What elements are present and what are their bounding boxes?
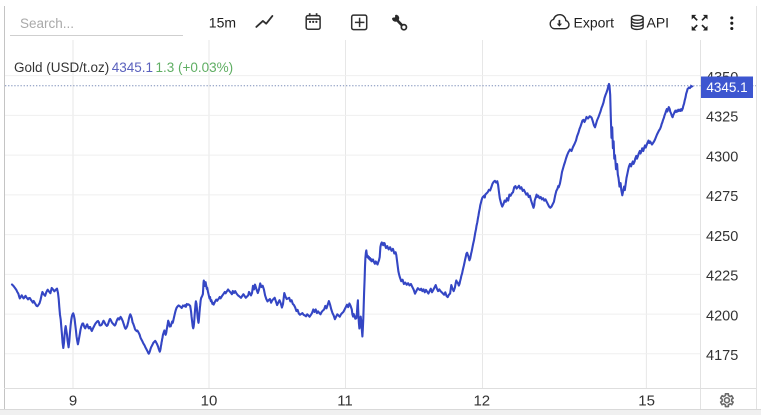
svg-text:Gold (USD/t.oz): Gold (USD/t.oz) [14, 60, 109, 75]
svg-text:Export: Export [574, 15, 615, 31]
svg-text:11: 11 [337, 393, 353, 410]
svg-text:10: 10 [201, 393, 218, 410]
svg-text:4325: 4325 [706, 110, 738, 126]
svg-text:4345.1: 4345.1 [112, 60, 153, 75]
svg-text:12: 12 [473, 393, 490, 410]
svg-text:1.3 (+0.03%): 1.3 (+0.03%) [156, 60, 234, 75]
svg-text:Search...: Search... [20, 16, 74, 31]
svg-text:4300: 4300 [706, 149, 738, 165]
svg-text:4275: 4275 [706, 189, 738, 205]
svg-text:4225: 4225 [706, 269, 738, 285]
svg-text:9: 9 [69, 393, 77, 410]
svg-text:4345.1: 4345.1 [706, 80, 747, 95]
svg-text:4175: 4175 [706, 348, 738, 364]
svg-text:15m: 15m [209, 15, 236, 31]
svg-text:API: API [647, 15, 670, 31]
svg-text:4250: 4250 [706, 229, 738, 245]
svg-text:15: 15 [638, 393, 655, 410]
svg-text:4200: 4200 [706, 308, 738, 324]
